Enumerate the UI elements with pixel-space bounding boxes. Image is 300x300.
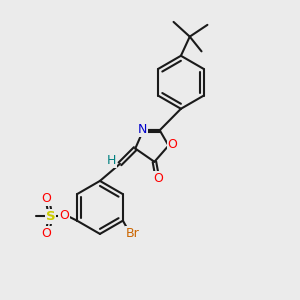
Text: O: O <box>168 138 178 151</box>
Text: Br: Br <box>126 226 140 239</box>
Text: H: H <box>107 154 116 167</box>
Text: N: N <box>138 123 147 136</box>
Text: O: O <box>153 172 163 185</box>
Text: S: S <box>46 210 55 223</box>
Text: O: O <box>41 227 51 240</box>
Text: O: O <box>41 192 51 206</box>
Text: O: O <box>59 209 69 222</box>
